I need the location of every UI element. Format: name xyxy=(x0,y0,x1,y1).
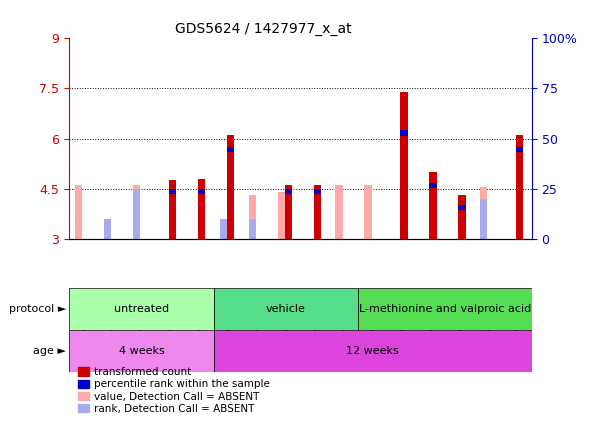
Bar xyxy=(335,185,343,239)
Bar xyxy=(285,185,292,239)
Text: L-methionine and valproic acid: L-methionine and valproic acid xyxy=(359,304,531,314)
Text: age ►: age ► xyxy=(33,346,66,356)
Legend: transformed count, percentile rank within the sample, value, Detection Call = AB: transformed count, percentile rank withi… xyxy=(75,363,274,418)
Bar xyxy=(104,219,111,239)
Bar xyxy=(516,147,523,151)
Bar xyxy=(400,92,407,239)
Bar xyxy=(133,185,140,239)
Text: GSM1520978: GSM1520978 xyxy=(455,288,464,343)
Bar xyxy=(480,199,487,239)
Bar xyxy=(285,189,292,194)
Bar xyxy=(227,135,234,239)
Bar xyxy=(429,172,436,239)
Bar xyxy=(169,180,176,239)
Bar xyxy=(459,205,466,210)
Text: GSM1520968: GSM1520968 xyxy=(166,288,175,343)
Text: GSM1520966: GSM1520966 xyxy=(108,288,117,343)
Text: GSM1520971: GSM1520971 xyxy=(252,288,261,343)
Bar xyxy=(69,288,214,330)
Bar xyxy=(249,195,256,239)
Bar xyxy=(69,330,214,372)
Text: GSM1520975: GSM1520975 xyxy=(368,288,377,343)
Bar xyxy=(198,189,205,194)
Bar xyxy=(219,219,227,239)
Bar xyxy=(314,189,321,194)
Text: untreated: untreated xyxy=(114,304,169,314)
Text: GSM1520976: GSM1520976 xyxy=(397,288,406,343)
Text: GSM1520965: GSM1520965 xyxy=(79,288,88,343)
Text: 4 weeks: 4 weeks xyxy=(118,346,164,356)
Bar xyxy=(480,187,487,239)
Bar xyxy=(278,192,285,239)
Bar xyxy=(516,135,523,239)
Bar xyxy=(214,330,532,372)
Bar xyxy=(249,219,256,239)
Text: GSM1520980: GSM1520980 xyxy=(513,288,522,343)
Bar xyxy=(314,185,321,239)
Text: GSM1520974: GSM1520974 xyxy=(340,288,349,343)
Bar xyxy=(133,189,140,239)
Text: GSM1520973: GSM1520973 xyxy=(311,288,320,343)
Bar xyxy=(429,183,436,188)
Text: protocol ►: protocol ► xyxy=(9,304,66,314)
Text: GSM1520969: GSM1520969 xyxy=(195,288,204,343)
Text: 12 weeks: 12 weeks xyxy=(346,346,399,356)
Title: GDS5624 / 1427977_x_at: GDS5624 / 1427977_x_at xyxy=(175,22,352,36)
Bar xyxy=(364,185,371,239)
Text: vehicle: vehicle xyxy=(266,304,306,314)
Bar xyxy=(227,147,234,151)
Bar xyxy=(169,189,176,194)
Bar xyxy=(400,131,407,135)
Bar xyxy=(75,185,82,239)
Bar xyxy=(219,229,227,239)
Text: GSM1520970: GSM1520970 xyxy=(224,288,233,343)
Text: GSM1520979: GSM1520979 xyxy=(484,288,493,343)
Text: GSM1520972: GSM1520972 xyxy=(281,288,290,343)
Bar xyxy=(214,288,358,330)
Text: GSM1520977: GSM1520977 xyxy=(426,288,435,343)
Bar xyxy=(198,179,205,239)
Text: GSM1520967: GSM1520967 xyxy=(137,288,146,343)
Bar xyxy=(459,195,466,239)
Bar xyxy=(358,288,532,330)
Bar xyxy=(104,229,111,239)
